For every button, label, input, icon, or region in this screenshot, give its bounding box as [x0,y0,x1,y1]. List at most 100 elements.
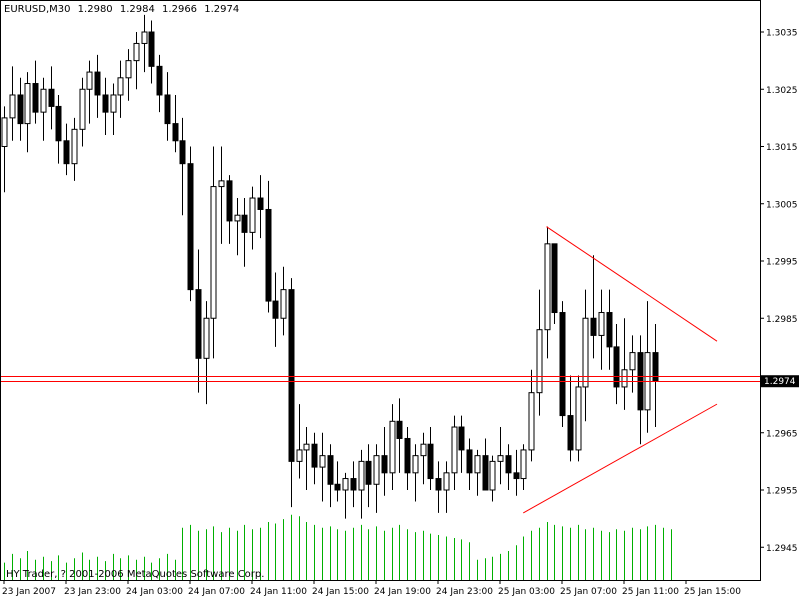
candle-body [551,243,558,314]
candle-body [342,478,349,491]
candle-body [125,60,132,79]
x-tick-label: 24 Jan 15:00 [312,587,369,597]
candle-body [404,437,411,474]
candle [365,444,372,508]
candle [280,266,287,336]
candle-body [466,449,473,474]
candle-body [489,460,496,491]
x-tick-label: 25 Jan 15:00 [684,587,741,597]
copyright-text: HY Trader, ? 2001-2006 MetaQuotes Softwa… [6,569,265,580]
candle-body [427,443,434,480]
candle [412,444,419,502]
candle [102,77,109,136]
candle [249,186,256,250]
candle [358,449,365,519]
candle [296,404,303,479]
candle-body [226,180,233,222]
candle-body [420,443,427,457]
x-tick-label: 25 Jan 03:00 [498,587,555,597]
chart-header: EURUSD,M30 1.2980 1.2984 1.2966 1.2974 [4,4,243,15]
candle-body [32,83,39,113]
candle-body [288,289,295,462]
open-value: 1.2980 [77,4,113,15]
candle-body [311,443,318,468]
overlay-lines [1,226,760,514]
candle-body [458,426,465,451]
candle [598,289,605,370]
candle-body [296,449,303,462]
candle-body [350,478,357,491]
trendline[interactable] [523,403,718,514]
candle-body [24,83,31,125]
candle [319,432,326,502]
x-tick-label: 24 Jan 03:00 [126,587,183,597]
candle [567,375,574,462]
candle [327,444,334,508]
candle [133,32,140,90]
candle [311,432,318,485]
candle [544,226,551,359]
candle-body [443,472,450,491]
y-axis: 1.3035 1.3025 1.3015 1.3005 1.2995 1.2985 1.29… [760,29,798,554]
candle [164,72,171,141]
candle [265,180,272,313]
candle [582,289,589,422]
candle-body [358,460,365,491]
candle-body [48,88,55,107]
candle [474,449,481,496]
candle-body [172,123,179,142]
candle-body [218,180,225,188]
candle [79,77,86,147]
candle [644,301,651,433]
x-tick-label: 23 Jan 2007 [2,587,56,597]
candle [63,123,70,176]
candle [55,94,62,164]
trendline[interactable] [546,226,718,342]
candle [203,301,210,405]
candle-body [334,483,341,491]
candle [71,117,78,181]
candle [48,66,55,130]
candle [272,272,279,347]
candle-body [536,329,543,394]
candle [559,301,566,428]
candle-body [71,128,78,165]
candle [389,404,396,490]
candle-body [606,312,613,348]
candle-body [303,443,310,451]
candle [505,444,512,490]
candle [373,444,380,513]
candle-body [598,312,605,336]
candle [172,94,179,153]
candle-body [265,208,272,302]
candle-body [210,186,217,319]
candle-body [319,455,326,468]
candle [613,323,620,405]
candle-body [559,312,566,417]
candle [590,255,597,359]
candle [1,106,8,193]
candle [288,278,295,508]
candle-body [621,369,628,388]
candle-body [613,346,620,388]
candle [443,461,450,513]
candle-body [117,77,124,96]
candle-body [141,31,148,44]
candle [86,60,93,124]
candle-body [203,317,210,359]
candle [195,249,202,393]
candle [482,438,489,491]
candle-body [241,214,248,233]
candle-body [234,214,241,222]
candle [606,289,613,370]
candle [342,472,349,519]
candle [350,461,357,508]
candle-body [327,455,334,485]
candle-body [156,65,163,96]
y-tick-label: 1.2945 [766,544,798,554]
candle-body [249,197,256,233]
candle [427,427,434,490]
candle-body [179,140,186,165]
